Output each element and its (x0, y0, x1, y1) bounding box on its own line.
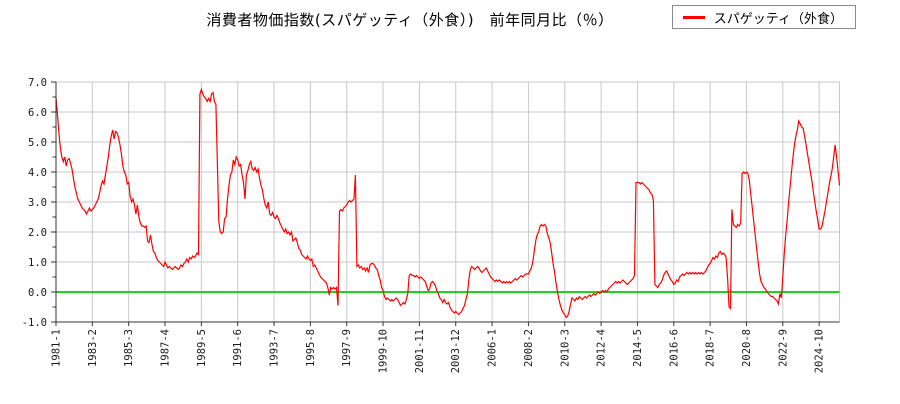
x-tick-label: 2003-12 (450, 329, 462, 373)
x-tick-label: 1993-7 (269, 329, 281, 367)
y-tick-label: 1.0 (28, 257, 47, 269)
x-tick-label: 2010-3 (559, 329, 571, 367)
x-tick-label: 1981-1 (51, 329, 63, 367)
y-tick-label: 0.0 (28, 287, 47, 299)
x-tick-label: 1991-6 (232, 329, 244, 367)
y-tick-label: 6.0 (28, 107, 47, 119)
y-tick-label: 7.0 (28, 77, 47, 89)
x-tick-label: 2024-10 (814, 329, 826, 373)
x-tick-label: 1983-2 (87, 329, 99, 367)
x-tick-label: 2020-8 (741, 329, 753, 367)
legend-series-label: スパゲッティ（外食） (713, 11, 843, 27)
x-tick-label: 2006-1 (487, 329, 499, 367)
x-tick-label: 1997-9 (341, 329, 353, 367)
y-tick-label: -1.0 (22, 317, 47, 329)
x-tick-label: 1985-3 (123, 329, 135, 367)
x-tick-label: 2001-11 (414, 329, 426, 373)
y-tick-label: 2.0 (28, 227, 47, 239)
x-tick-label: 2016-6 (668, 329, 680, 367)
x-axis-labels: 1981-1 1983-2 1985-3 1987-4 1989-5 1991-6 1993… (51, 329, 826, 373)
y-axis-labels: 7.0 6.0 5.0 4.0 3.0 2.0 1.0 0.0 -1.0 (22, 77, 47, 329)
x-tick-label: 2012-4 (596, 329, 608, 367)
x-tick-label: 1995-8 (305, 329, 317, 367)
x-tick-label: 2018-7 (705, 329, 717, 367)
legend-box: スパゲッティ（外食） (671, 5, 856, 29)
chart-title: 消費者物価指数(スパゲッティ（外食）) 前年同月比（％） (206, 11, 614, 29)
x-tick-label: 2008-2 (523, 329, 535, 367)
x-tick-label: 2014-5 (632, 329, 644, 367)
gridlines (55, 81, 840, 323)
legend-line-icon (682, 15, 705, 19)
x-tick-label: 1989-5 (196, 329, 208, 367)
series-line (55, 87, 841, 319)
x-tick-label: 1987-4 (160, 329, 172, 367)
y-tick-label: 3.0 (28, 197, 47, 209)
x-tick-label: 1999-10 (378, 329, 390, 373)
y-tick-label: 5.0 (28, 137, 47, 149)
y-tick-label: 4.0 (28, 167, 47, 179)
tick-marks (51, 81, 820, 326)
x-tick-label: 2022-9 (777, 329, 789, 367)
